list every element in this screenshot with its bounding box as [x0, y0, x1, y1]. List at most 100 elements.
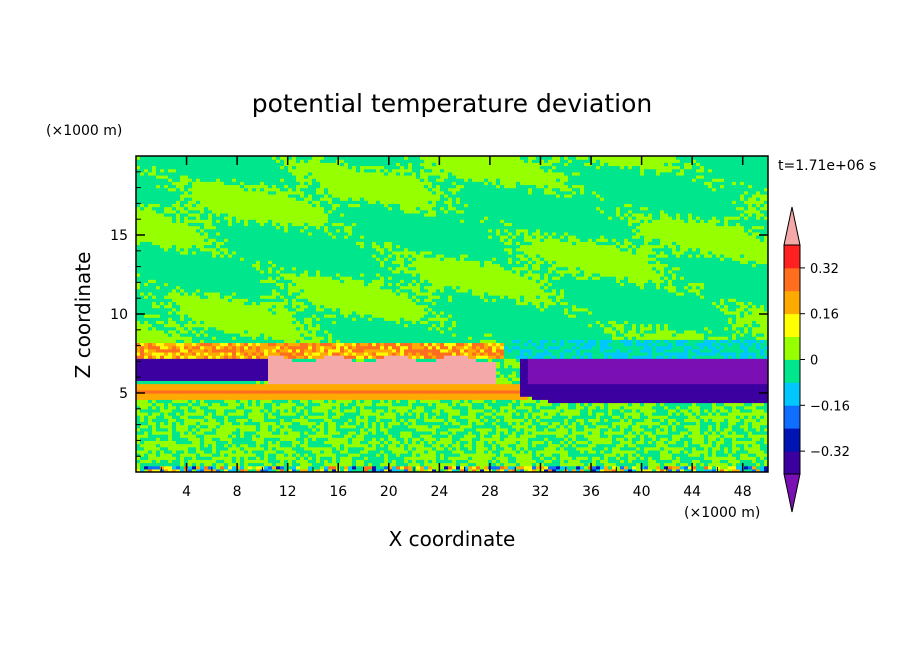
contour-cell	[196, 380, 201, 385]
contour-cell	[212, 456, 217, 460]
contour-cell	[680, 427, 685, 432]
contour-cell	[448, 396, 453, 400]
contour-cell	[388, 415, 393, 419]
contour-cell	[348, 418, 353, 423]
contour-cell	[760, 462, 765, 467]
contour-cell	[372, 453, 377, 457]
contour-cell	[312, 405, 317, 410]
contour-cell	[720, 462, 725, 467]
contour-cell	[328, 393, 333, 397]
contour-cell	[764, 465, 768, 470]
contour-cell	[332, 437, 337, 441]
contour-cell	[508, 415, 513, 419]
contour-cell	[324, 465, 329, 470]
contour-cell	[392, 402, 397, 407]
contour-cell	[160, 411, 165, 416]
contour-cell	[248, 424, 253, 429]
contour-cell	[604, 430, 609, 435]
contour-cell	[328, 411, 333, 416]
contour-cell	[304, 389, 309, 394]
contour-cell	[644, 456, 649, 460]
contour-cell	[284, 440, 289, 445]
contour-cell	[588, 396, 593, 400]
contour-cell	[436, 389, 441, 394]
contour-cell	[624, 424, 629, 429]
contour-cell	[500, 396, 505, 400]
contour-cell	[692, 383, 697, 388]
contour-cell	[140, 453, 145, 457]
contour-cell	[192, 446, 197, 451]
time-label: t=1.71e+06 s	[778, 158, 876, 174]
contour-cell	[336, 402, 341, 407]
contour-cell	[688, 430, 693, 435]
contour-cell	[392, 443, 397, 448]
contour-cell	[440, 421, 445, 426]
contour-cell	[220, 405, 225, 410]
contour-cell	[312, 389, 317, 394]
contour-cell	[460, 459, 465, 464]
contour-cell	[500, 468, 505, 472]
contour-cell	[532, 383, 537, 388]
contour-cell	[488, 456, 493, 460]
contour-cell	[292, 465, 297, 470]
contour-cell	[592, 443, 597, 448]
contour-cell	[284, 418, 289, 423]
contour-cell	[284, 434, 289, 438]
contour-cell	[708, 446, 713, 451]
contour-cell	[596, 383, 601, 388]
contour-cell	[648, 405, 653, 410]
contour-cell	[732, 418, 737, 423]
contour-cell	[480, 456, 485, 460]
contour-cell	[240, 443, 245, 448]
contour-cell	[552, 446, 557, 451]
contour-cell	[284, 408, 289, 413]
contour-cell	[332, 462, 337, 467]
contour-cell	[688, 459, 693, 464]
contour-cell	[440, 453, 445, 457]
contour-cell	[320, 389, 325, 394]
contour-cell	[184, 453, 189, 457]
contour-cell	[272, 446, 277, 451]
contour-cell	[368, 430, 373, 435]
contour-cell	[344, 440, 349, 445]
contour-cell	[468, 465, 473, 470]
contour-cell	[204, 456, 209, 460]
contour-cell	[500, 465, 505, 470]
contour-cell	[564, 456, 569, 460]
contour-cell	[180, 449, 185, 454]
contour-cell	[296, 437, 301, 441]
contour-cell	[260, 449, 265, 454]
contour-cell	[644, 468, 649, 472]
contour-cell	[156, 434, 161, 438]
contour-cell	[412, 421, 417, 426]
contour-cell	[504, 434, 509, 438]
contour-cell	[428, 430, 433, 435]
contour-cell	[360, 459, 365, 464]
contour-cell	[436, 465, 441, 470]
contour-cell	[672, 437, 677, 441]
contour-cell	[408, 405, 413, 410]
contour-cell	[504, 462, 509, 467]
contour-cell	[244, 424, 249, 429]
contour-cell	[220, 465, 225, 470]
contour-cell	[184, 443, 189, 448]
contour-cell	[736, 402, 741, 407]
contour-cell	[632, 468, 637, 472]
contour-cell	[496, 446, 501, 451]
contour-cell	[552, 440, 557, 445]
contour-cell	[740, 434, 745, 438]
contour-cell	[464, 468, 469, 472]
contour-cell	[632, 424, 637, 429]
contour-cell	[620, 418, 625, 423]
contour-cell	[708, 440, 713, 445]
contour-cell	[180, 418, 185, 423]
contour-cell	[464, 383, 469, 388]
contour-cell	[260, 415, 265, 419]
contour-cell	[512, 399, 517, 404]
contour-cell	[384, 446, 389, 451]
contour-cell	[200, 440, 205, 445]
contour-cell	[572, 440, 577, 445]
contour-cell	[508, 440, 513, 445]
contour-cell	[260, 462, 265, 467]
contour-cell	[452, 453, 457, 457]
